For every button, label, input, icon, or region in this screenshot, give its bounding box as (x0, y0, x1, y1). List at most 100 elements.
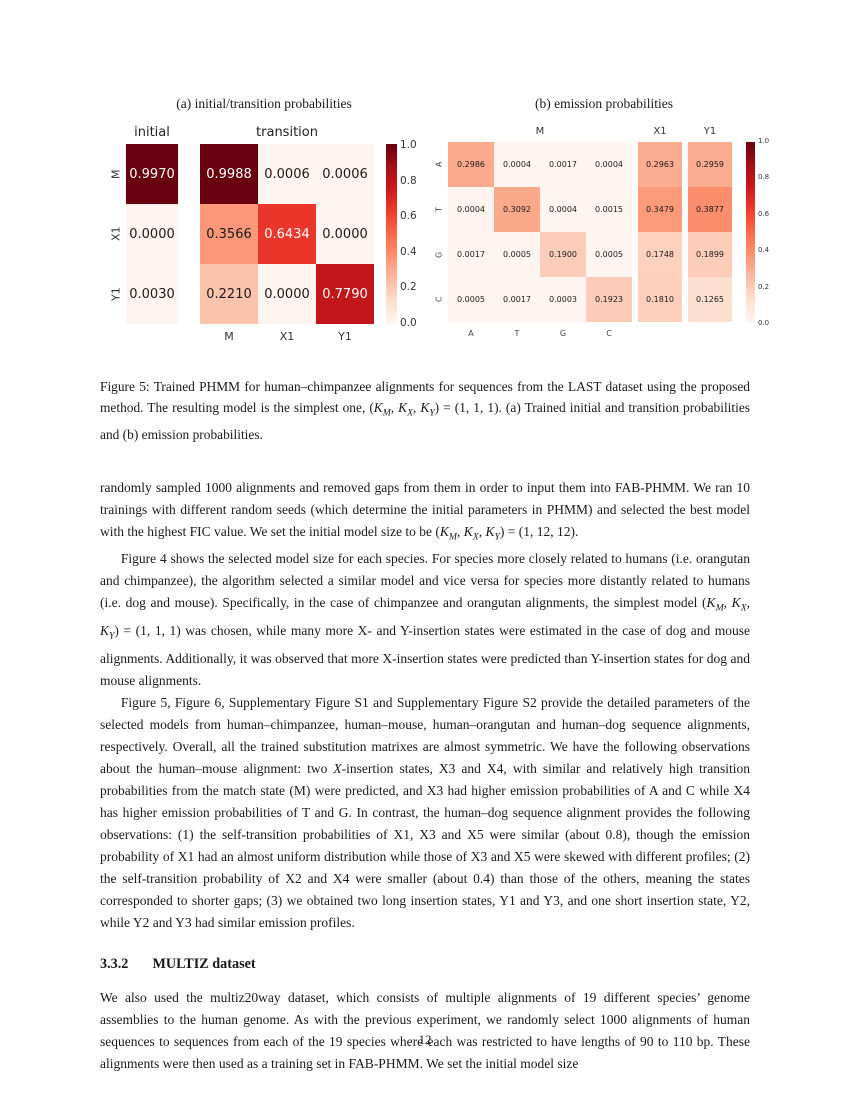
panel-a-row-labels: M X1 Y1 (106, 144, 126, 324)
heatmap-cell: 0.1265 (688, 277, 732, 322)
initial-heatmap-grid: 0.9970 0.0000 0.0030 (126, 144, 178, 324)
heatmap-cell: 0.0017 (540, 142, 586, 187)
emission-m-grid: 0.2986 0.0004 0.0017 0.0004 0.0004 0.3092 0.00… (448, 142, 632, 322)
figure-caption: Figure 5: Trained PHMM for human–chimpan… (100, 379, 750, 442)
heatmap-cell: 0.1810 (638, 277, 682, 322)
heatmap-cell: 0.0005 (448, 277, 494, 322)
emission-heatmap: M X1 Y1 A T G C 0.2986 0.0004 0.0017 0.0004… (430, 120, 778, 344)
section-title: MULTIZ dataset (152, 955, 256, 972)
heatmap-cell: 0.0017 (448, 232, 494, 277)
transition-label: transition (256, 124, 318, 140)
paragraph-4: We also used the multiz20way dataset, wh… (100, 989, 750, 1071)
panel-a: (a) initial/transition probabilities ini… (106, 96, 422, 348)
col-label-x1: X1 (279, 329, 295, 343)
heatmap-cell: 0.6434 (258, 204, 316, 264)
paragraph-2: Figure 4 shows the selected model size f… (100, 551, 750, 688)
group-label-m: M (535, 125, 545, 137)
colorbar-gradient (746, 142, 755, 322)
colorbar-tick: 0.2 (758, 282, 770, 291)
colorbar-tick: 0.2 (400, 281, 417, 294)
heatmap-cell: 0.0000 (258, 264, 316, 324)
col-label-g: G (559, 328, 567, 338)
row-label-y1: Y1 (109, 287, 123, 301)
panel-b-title: (b) emission probabilities (535, 96, 673, 111)
heatmap-cell: 0.0004 (586, 142, 632, 187)
heatmap-cell: 0.3877 (688, 187, 732, 232)
colorbar-tick-labels: 1.0 0.8 0.6 0.4 0.2 0.0 (400, 139, 417, 329)
col-label-t: T (514, 328, 520, 338)
colorbar-b: 1.0 0.8 0.6 0.4 0.2 0.0 (746, 137, 778, 327)
colorbar-tick: 0.8 (400, 174, 417, 187)
heatmap-cell: 0.0000 (316, 204, 374, 264)
figure-5: (a) initial/transition probabilities ini… (106, 96, 778, 348)
heatmap-cell: 0.0000 (126, 204, 178, 264)
heatmap-cell: 0.0006 (316, 144, 374, 204)
col-label-a: A (468, 328, 474, 338)
colorbar-tick-labels: 1.0 0.8 0.6 0.4 0.2 0.0 (758, 137, 769, 327)
row-label-a: A (434, 161, 444, 168)
heatmap-cell: 0.1748 (638, 232, 682, 277)
heatmap-cell: 0.0005 (586, 232, 632, 277)
page-number: 12 (418, 1032, 432, 1047)
heatmap-cell: 0.2959 (688, 142, 732, 187)
heatmap-cell: 0.0004 (494, 142, 540, 187)
heatmap-cell: 0.0004 (540, 187, 586, 232)
col-label-m: M (224, 329, 234, 343)
colorbar-tick: 0.4 (758, 246, 770, 255)
colorbar-tick: 0.0 (758, 318, 770, 327)
col-label-y1: Y1 (338, 329, 352, 343)
panel-b-col-labels: A T G C (448, 322, 632, 344)
heatmap-cell: 0.3092 (494, 187, 540, 232)
initial-transition-heatmap: initial transition M X1 Y1 0.9970 0.0000 0… (106, 120, 422, 348)
emission-y1-grid: 0.2959 0.3877 0.1899 0.1265 (688, 142, 732, 322)
panel-a-title: (a) initial/transition probabilities (176, 96, 352, 111)
heatmap-cell: 0.1923 (586, 277, 632, 322)
paragraph-1: randomly sampled 1000 alignments and rem… (100, 479, 750, 543)
group-label-x1: X1 (653, 125, 667, 137)
heatmap-cell: 0.2986 (448, 142, 494, 187)
heatmap-cell: 0.1899 (688, 232, 732, 277)
panel-b: (b) emission probabilities M X1 Y1 A T G… (430, 96, 778, 348)
row-label-t: T (434, 207, 444, 212)
panel-b-row-labels: A T G C (430, 142, 448, 322)
panel-a-col-labels: M X1 Y1 (200, 324, 374, 348)
heatmap-cell: 0.2210 (200, 264, 258, 324)
section-heading: 3.3.2 MULTIZ dataset (100, 956, 750, 973)
colorbar-gradient (386, 144, 397, 324)
heatmap-cell: 0.0004 (448, 187, 494, 232)
heatmap-cell: 0.0005 (494, 232, 540, 277)
heatmap-cell: 0.3566 (200, 204, 258, 264)
section-number: 3.3.2 (100, 955, 129, 972)
heatmap-cell: 0.7790 (316, 264, 374, 324)
colorbar-a: 1.0 0.8 0.6 0.4 0.2 0.0 (386, 139, 422, 329)
row-label-g: G (434, 251, 444, 258)
paragraph-3: Figure 5, Figure 6, Supplementary Figure… (100, 694, 750, 930)
initial-label: initial (134, 124, 170, 140)
heatmap-cell: 0.0006 (258, 144, 316, 204)
colorbar-tick: 1.0 (758, 137, 770, 145)
colorbar-tick: 0.6 (758, 209, 770, 218)
heatmap-cell: 0.0015 (586, 187, 632, 232)
heatmap-cell: 0.9970 (126, 144, 178, 204)
heatmap-cell: 0.1900 (540, 232, 586, 277)
heatmap-cell: 0.0030 (126, 264, 178, 324)
colorbar-tick: 0.8 (758, 173, 770, 182)
col-label-c: C (606, 328, 612, 338)
heatmap-cell: 0.9988 (200, 144, 258, 204)
row-label-x1: X1 (109, 226, 123, 242)
colorbar-tick: 1.0 (400, 139, 417, 151)
heatmap-cell: 0.0017 (494, 277, 540, 322)
emission-x1-grid: 0.2963 0.3479 0.1748 0.1810 (638, 142, 682, 322)
colorbar-tick: 0.0 (400, 316, 417, 329)
heatmap-cell: 0.0003 (540, 277, 586, 322)
heatmap-cell: 0.2963 (638, 142, 682, 187)
row-label-c: C (434, 296, 444, 303)
transition-heatmap-grid: 0.9988 0.0006 0.0006 0.3566 0.6434 0.0000 0.22… (200, 144, 374, 324)
colorbar-tick: 0.6 (400, 210, 417, 223)
heatmap-cell: 0.3479 (638, 187, 682, 232)
row-label-m: M (109, 169, 123, 179)
group-label-y1: Y1 (703, 125, 717, 137)
colorbar-tick: 0.4 (400, 245, 417, 258)
body-text: randomly sampled 1000 alignments and rem… (100, 477, 750, 1075)
